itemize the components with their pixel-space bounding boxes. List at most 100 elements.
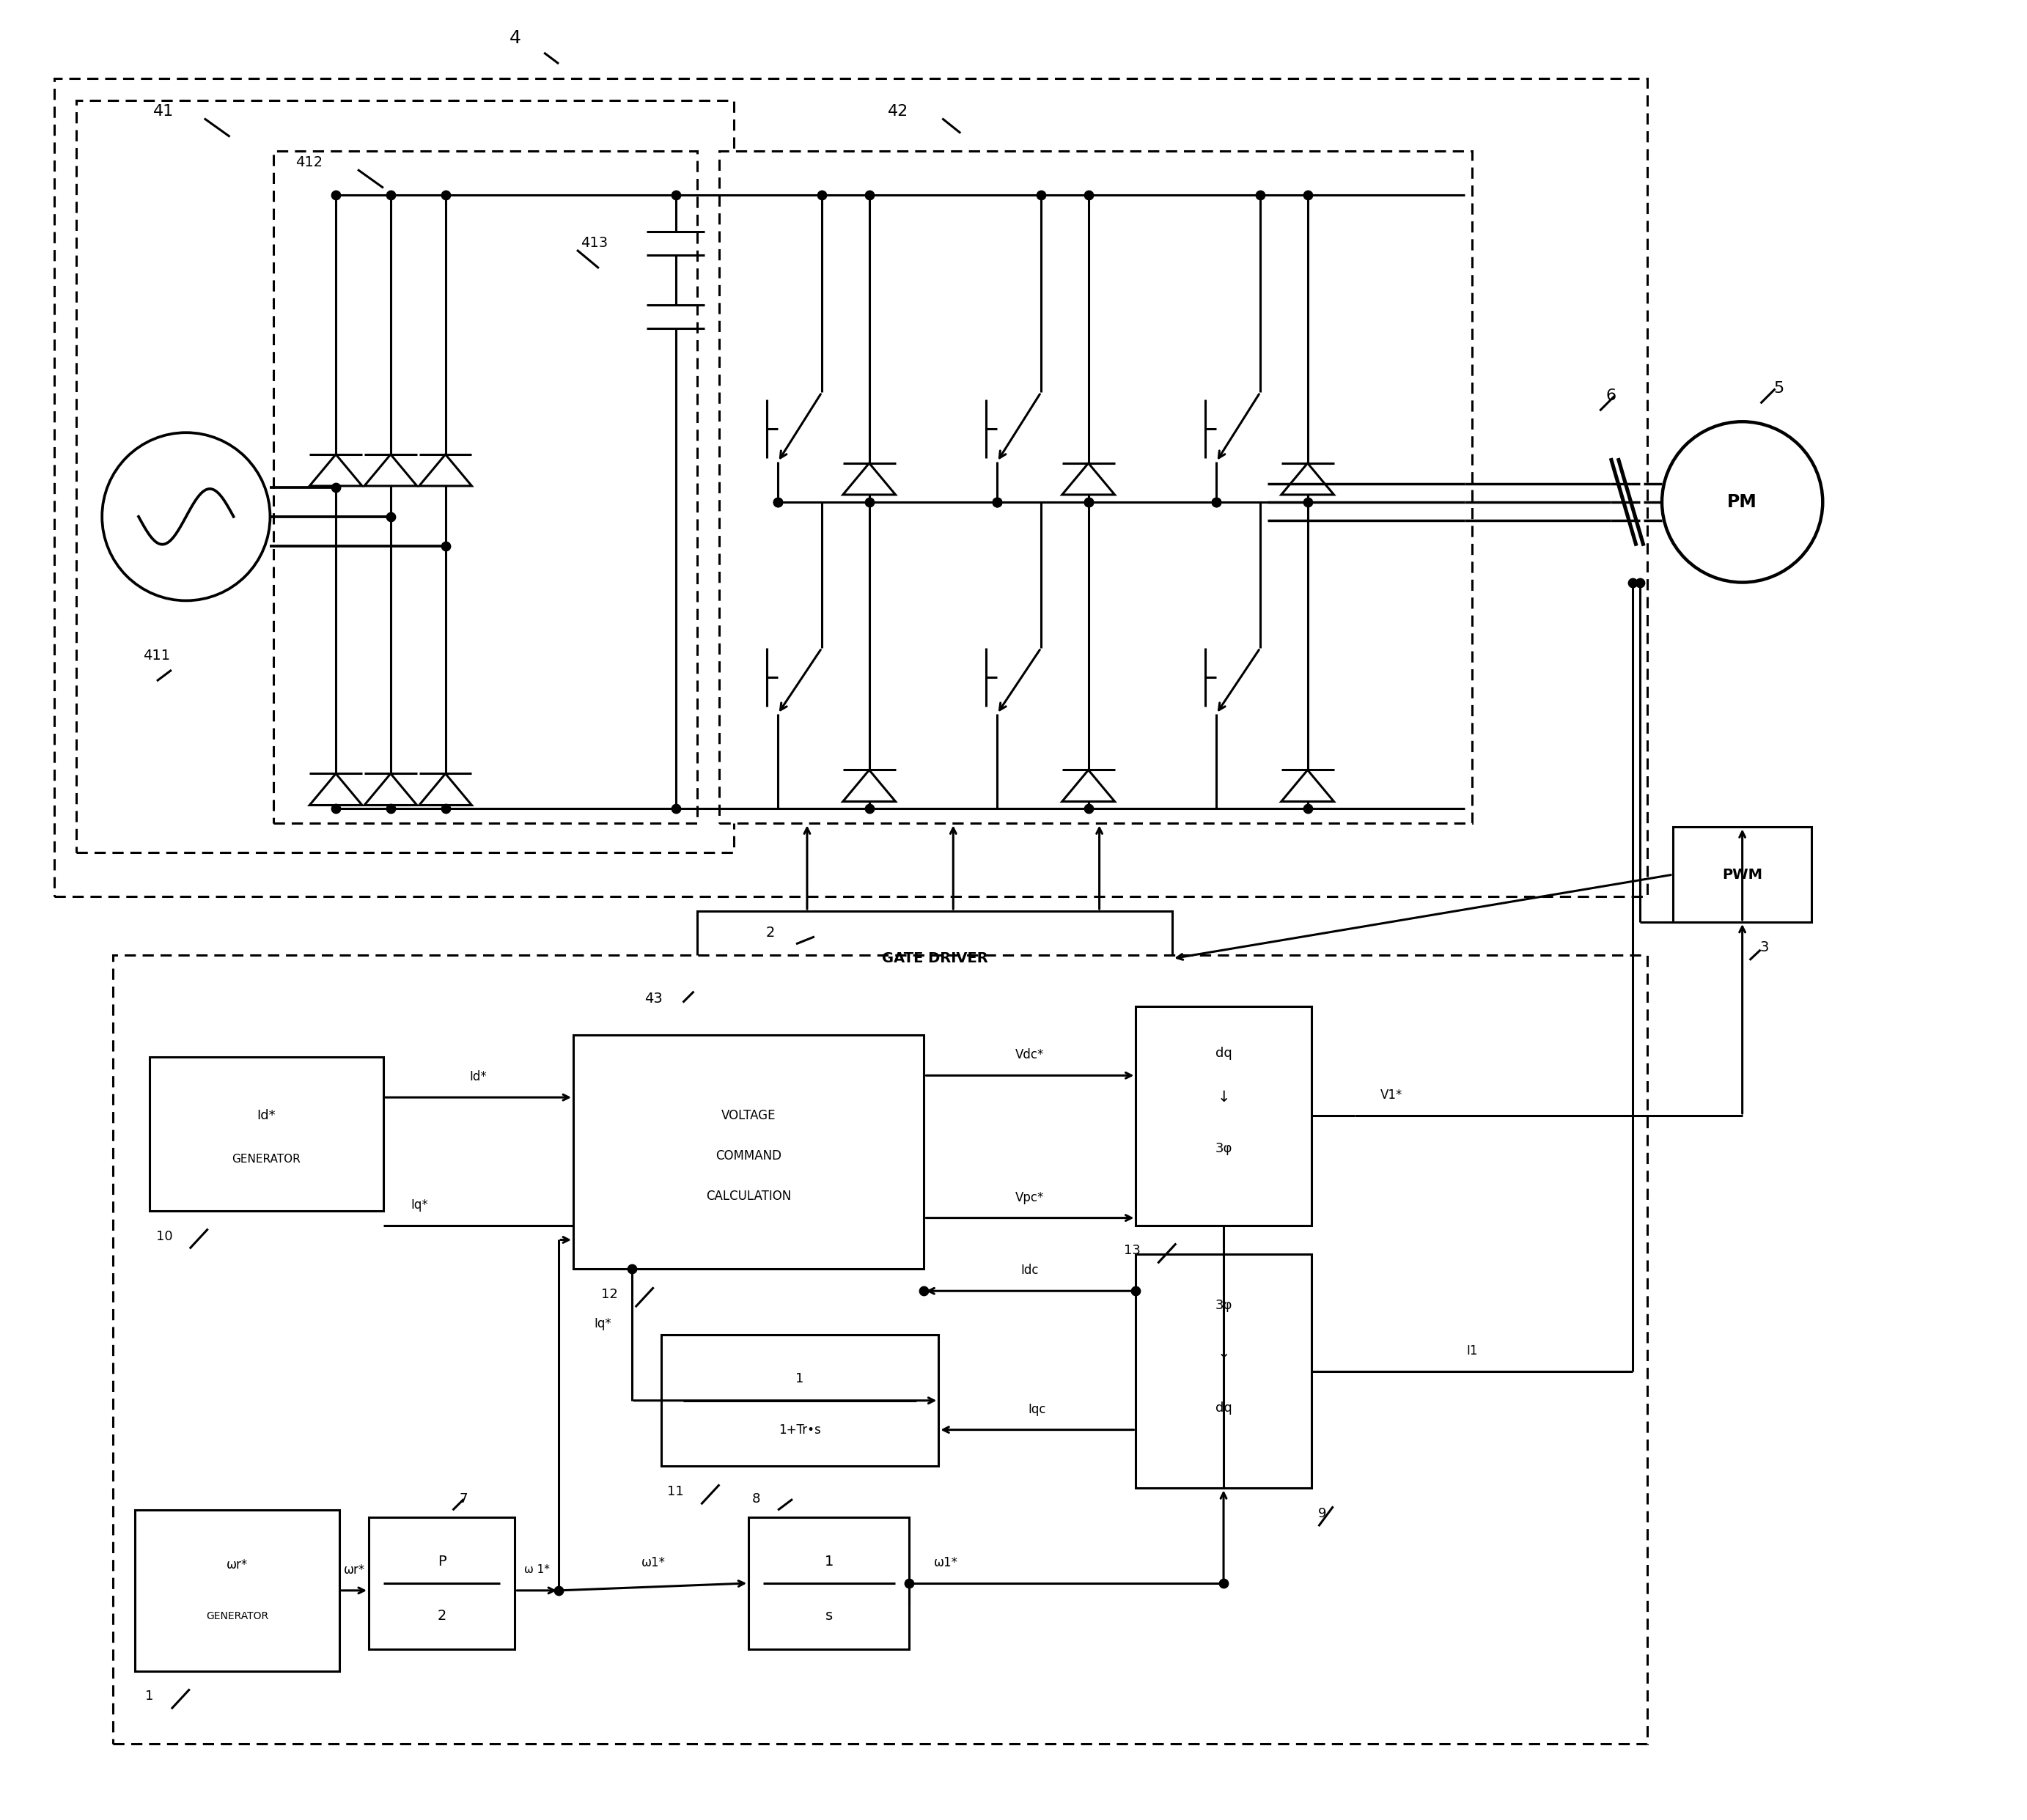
Text: Vdc*: Vdc* <box>1016 1048 1044 1061</box>
Point <box>1072 488 1105 517</box>
Text: 12: 12 <box>602 1289 618 1301</box>
Point <box>1291 488 1324 517</box>
Text: PWM: PWM <box>1723 868 1761 881</box>
Point <box>1072 180 1105 209</box>
Text: GATE DRIVER: GATE DRIVER <box>882 952 987 966</box>
Text: 11: 11 <box>667 1485 683 1498</box>
Text: ωr*: ωr* <box>343 1563 365 1576</box>
Text: 6: 6 <box>1605 389 1616 404</box>
Point <box>981 488 1013 517</box>
Point <box>659 180 691 209</box>
Point <box>320 794 353 823</box>
Text: 2: 2 <box>438 1609 446 1623</box>
Point <box>1616 568 1648 597</box>
Point <box>375 502 407 531</box>
Bar <box>114 956 1648 1744</box>
Point <box>853 488 886 517</box>
Text: P: P <box>438 1554 446 1569</box>
Text: Vpc*: Vpc* <box>1016 1190 1044 1205</box>
Point <box>1291 794 1324 823</box>
Text: 13: 13 <box>1123 1245 1141 1258</box>
Point <box>981 488 1013 517</box>
Text: CALCULATION: CALCULATION <box>705 1190 791 1203</box>
Point <box>430 180 462 209</box>
Text: 1: 1 <box>146 1689 154 1704</box>
Text: 411: 411 <box>144 648 170 662</box>
Bar <box>274 151 697 823</box>
Text: 41: 41 <box>154 104 174 118</box>
Text: dq: dq <box>1216 1046 1232 1059</box>
Bar <box>661 1334 939 1467</box>
Text: GENERATOR: GENERATOR <box>207 1611 268 1622</box>
Point <box>1208 1569 1241 1598</box>
Text: 1: 1 <box>797 1372 805 1385</box>
Point <box>853 180 886 209</box>
Text: ω 1*: ω 1* <box>523 1565 549 1576</box>
Text: ω1*: ω1* <box>934 1556 959 1569</box>
Text: 10: 10 <box>156 1230 172 1243</box>
Point <box>320 180 353 209</box>
Point <box>853 794 886 823</box>
Text: Idc: Idc <box>1022 1263 1040 1278</box>
Text: PM: PM <box>1727 493 1757 511</box>
Text: ↓: ↓ <box>1216 1345 1230 1360</box>
Point <box>1200 488 1232 517</box>
Point <box>762 488 795 517</box>
Bar <box>1672 826 1812 923</box>
Bar <box>1135 1006 1311 1225</box>
Point <box>1072 488 1105 517</box>
Text: 7: 7 <box>460 1492 468 1505</box>
Bar <box>150 1057 383 1210</box>
Text: VOLTAGE: VOLTAGE <box>722 1108 776 1123</box>
Point <box>430 531 462 561</box>
Text: 9: 9 <box>1318 1507 1326 1520</box>
Point <box>981 488 1013 517</box>
Point <box>543 1576 576 1605</box>
Text: Iqc: Iqc <box>1028 1403 1046 1416</box>
Text: Id*: Id* <box>257 1108 276 1123</box>
Bar <box>1135 1254 1311 1489</box>
Point <box>375 794 407 823</box>
Text: 413: 413 <box>580 237 608 249</box>
Text: 42: 42 <box>888 104 908 118</box>
Bar <box>748 1518 910 1649</box>
Text: 3: 3 <box>1759 941 1770 954</box>
Bar <box>77 100 734 852</box>
Text: 1+Tr•s: 1+Tr•s <box>778 1423 821 1436</box>
Bar <box>369 1518 515 1649</box>
Text: 2: 2 <box>766 926 774 939</box>
Text: COMMAND: COMMAND <box>716 1148 782 1163</box>
Text: ωr*: ωr* <box>227 1558 247 1571</box>
Bar <box>55 78 1648 897</box>
Text: ↓: ↓ <box>1216 1090 1230 1105</box>
Text: I1: I1 <box>1466 1345 1478 1358</box>
Text: GENERATOR: GENERATOR <box>231 1154 300 1165</box>
Point <box>908 1276 941 1305</box>
Point <box>1291 180 1324 209</box>
Point <box>1245 180 1277 209</box>
Point <box>1200 488 1232 517</box>
Point <box>616 1254 649 1283</box>
Bar <box>136 1511 339 1671</box>
Text: s: s <box>825 1609 833 1623</box>
Text: 8: 8 <box>752 1492 760 1505</box>
Point <box>1624 568 1656 597</box>
Text: 4: 4 <box>509 29 521 47</box>
Text: 5: 5 <box>1774 382 1784 397</box>
Text: Iq*: Iq* <box>411 1198 428 1212</box>
Text: V1*: V1* <box>1380 1088 1403 1101</box>
Text: 1: 1 <box>825 1554 833 1569</box>
Point <box>894 1569 926 1598</box>
Text: Id*: Id* <box>470 1070 486 1083</box>
Bar <box>697 912 1172 1006</box>
Text: 412: 412 <box>296 155 322 169</box>
Text: 3φ: 3φ <box>1214 1141 1232 1156</box>
Text: 3φ: 3φ <box>1214 1299 1232 1312</box>
Point <box>430 794 462 823</box>
Point <box>1119 1276 1151 1305</box>
Text: ω1*: ω1* <box>643 1556 665 1569</box>
Bar <box>720 151 1472 823</box>
Bar <box>574 1036 924 1269</box>
Point <box>805 180 837 209</box>
Point <box>375 180 407 209</box>
